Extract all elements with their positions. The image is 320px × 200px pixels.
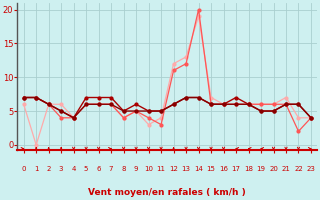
- X-axis label: Vent moyen/en rafales ( km/h ): Vent moyen/en rafales ( km/h ): [88, 188, 246, 197]
